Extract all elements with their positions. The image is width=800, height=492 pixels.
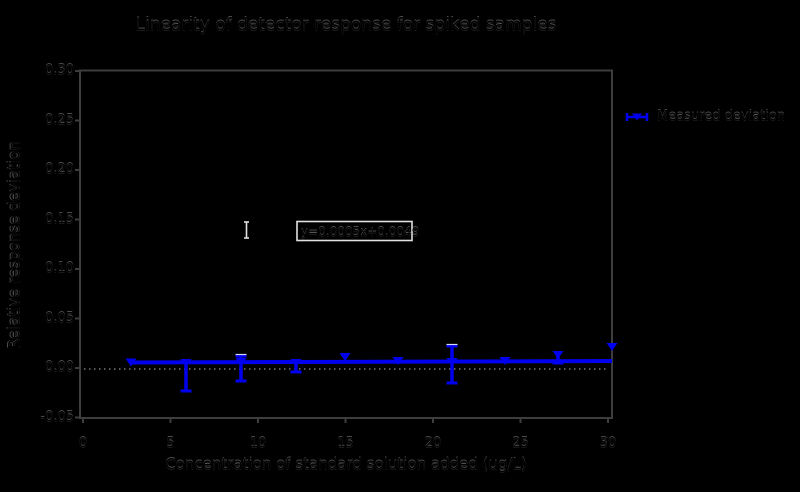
annotation-box bbox=[296, 220, 413, 242]
annotation-text: y=0.0005x+0.0049 bbox=[301, 225, 420, 239]
y-tick-label: 0.20 bbox=[45, 162, 74, 177]
y-tick-label: 0.00 bbox=[45, 360, 74, 375]
x-tick-label: 20 bbox=[424, 436, 442, 451]
data-markers bbox=[125, 343, 618, 367]
x-tick-label: 30 bbox=[599, 436, 617, 451]
annotation-key bbox=[244, 221, 249, 239]
plot-frame bbox=[79, 69, 613, 419]
fit-line bbox=[130, 359, 613, 365]
x-tick-label: 0 bbox=[78, 436, 88, 451]
y-tick-label: 0.25 bbox=[45, 112, 74, 128]
y-ticks bbox=[75, 70, 80, 419]
y-tick-label: 0.05 bbox=[45, 310, 74, 326]
y-tick-label: 0.10 bbox=[45, 261, 74, 276]
x-tick-label: 10 bbox=[249, 436, 267, 451]
y-tick-label: -0.05 bbox=[40, 409, 74, 425]
x-ticks bbox=[82, 418, 609, 423]
error-bars bbox=[180, 343, 564, 393]
x-tick-label: 15 bbox=[337, 436, 354, 451]
chart-title: Linearity of detector response for spike… bbox=[135, 15, 557, 35]
x-tick-label: 25 bbox=[512, 436, 529, 451]
x-axis-label: Concentration of standard solution added… bbox=[165, 455, 527, 473]
legend-entry-label: Measured deviation bbox=[657, 109, 786, 124]
y-tick-label: 0.15 bbox=[45, 211, 74, 227]
legend-symbol bbox=[625, 113, 649, 121]
x-tick-label: 5 bbox=[166, 436, 175, 451]
y-tick-label: 0.30 bbox=[45, 63, 74, 78]
